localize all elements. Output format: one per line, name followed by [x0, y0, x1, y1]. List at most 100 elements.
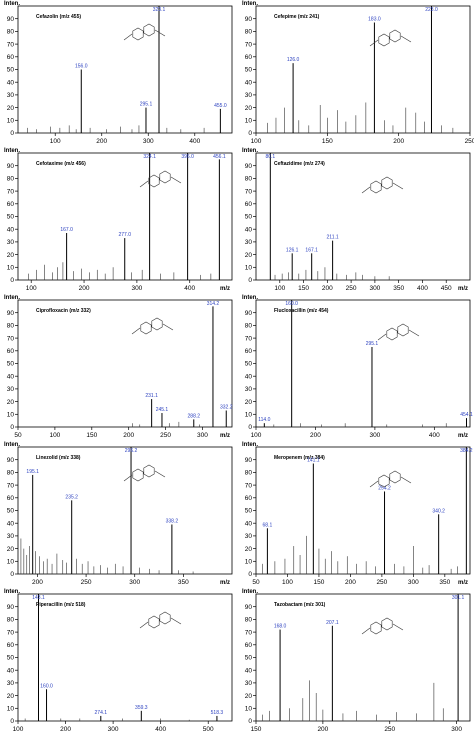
y-axis-label: Inten.: [4, 148, 20, 154]
spectrum-panel-9: 0 10 20 30 40 50 60 70 80 90 100 200 300 400 500 Inten.…: [4, 589, 233, 733]
peak-label: 183.0: [368, 17, 381, 23]
x-tick-label: 300: [408, 579, 419, 586]
y-tick-label: 30: [7, 92, 15, 99]
y-tick-label: 50: [7, 214, 15, 221]
y-tick-label: 0: [248, 277, 252, 284]
x-tick-label: 200: [96, 138, 107, 145]
y-tick-label: 90: [7, 16, 15, 23]
plot-frame: [255, 593, 471, 722]
y-tick-label: 20: [245, 252, 253, 259]
y-axis-label: Inten.: [242, 589, 258, 595]
y-tick-label: 10: [7, 412, 15, 419]
x-tick-label: 400: [417, 285, 428, 292]
y-tick-label: 60: [7, 642, 15, 649]
y-tick-label: 40: [7, 79, 15, 86]
y-tick-label: 70: [7, 629, 15, 636]
x-tick-label: 200: [393, 138, 404, 145]
spectrum-panel-10: 0 10 20 30 40 50 60 70 80 90 150 200 250 300 Inten. Taz…: [242, 589, 471, 733]
y-tick-label: 60: [245, 54, 253, 61]
y-tick-label: 10: [245, 118, 253, 125]
y-tick-label: 40: [245, 667, 253, 674]
plot-frame: [255, 152, 471, 281]
x-tick-label: 200: [322, 285, 333, 292]
y-tick-label: 10: [245, 706, 253, 713]
y-tick-label: 50: [245, 655, 253, 662]
peak-label: 195.1: [26, 469, 39, 475]
y-tick-label: 80: [7, 470, 15, 477]
peak-label: 323.1: [153, 7, 166, 13]
y-tick-label: 50: [245, 361, 253, 368]
x-tick-label: 450: [441, 285, 452, 292]
spectrum-title: Tazobactam (m/z 301): [274, 602, 326, 608]
x-tick-label: 300: [451, 726, 462, 733]
chemical-structure-icon: [369, 470, 412, 488]
y-tick-label: 50: [7, 361, 15, 368]
peak-label: 277.0: [118, 232, 131, 238]
peak-label: 288.2: [188, 413, 201, 419]
y-axis-label: Inten.: [4, 1, 20, 7]
x-tick-label: 50: [252, 579, 260, 586]
y-tick-label: 90: [7, 604, 15, 611]
y-tick-label: 20: [245, 105, 253, 112]
x-tick-label: 300: [369, 285, 380, 292]
y-tick-label: 70: [245, 41, 253, 48]
x-tick-label: 100: [26, 285, 37, 292]
y-tick-label: 80: [245, 470, 253, 477]
y-tick-label: 10: [245, 265, 253, 272]
x-axis-label: m/z: [458, 433, 468, 439]
y-tick-label: 20: [245, 693, 253, 700]
y-tick-label: 20: [245, 546, 253, 553]
y-axis-label: Inten.: [242, 1, 258, 7]
x-tick-label: 200: [310, 432, 321, 439]
y-tick-label: 0: [10, 571, 14, 578]
y-tick-label: 80: [7, 176, 15, 183]
plot-frame: [17, 446, 233, 575]
y-tick-label: 40: [7, 373, 15, 380]
y-tick-label: 50: [7, 508, 15, 515]
x-tick-label: 400: [189, 138, 200, 145]
x-tick-label: 300: [108, 726, 119, 733]
peak-label: 126.0: [287, 57, 300, 63]
y-tick-label: 30: [7, 680, 15, 687]
y-tick-label: 90: [245, 310, 253, 317]
peak-label: 160.0: [40, 683, 53, 689]
y-tick-label: 30: [245, 680, 253, 687]
x-tick-label: 200: [345, 579, 356, 586]
peak-label: 211.1: [327, 235, 339, 241]
y-tick-label: 50: [245, 67, 253, 74]
x-tick-label: 300: [131, 285, 142, 292]
plot-frame: [255, 5, 471, 134]
chemical-structure-icon: [377, 323, 420, 341]
y-tick-label: 80: [245, 323, 253, 330]
peak-label: 301.1: [452, 595, 465, 601]
y-tick-label: 10: [7, 265, 15, 272]
peak-label: 141.1: [307, 458, 320, 464]
peak-label: 274.1: [95, 710, 108, 716]
y-tick-label: 40: [7, 667, 15, 674]
y-tick-label: 90: [7, 163, 15, 170]
x-tick-label: 200: [32, 579, 43, 586]
y-tick-label: 0: [248, 718, 252, 725]
x-tick-label: 300: [143, 138, 154, 145]
y-tick-label: 60: [245, 495, 253, 502]
peak-label: 295.1: [140, 102, 153, 108]
y-tick-label: 0: [10, 424, 14, 431]
plot-frame: [17, 5, 233, 134]
y-tick-label: 60: [245, 348, 253, 355]
x-tick-label: 100: [274, 285, 285, 292]
y-tick-label: 90: [245, 16, 253, 23]
y-tick-label: 20: [7, 252, 15, 259]
y-tick-label: 0: [10, 277, 14, 284]
y-tick-label: 10: [7, 118, 15, 125]
y-tick-label: 70: [245, 629, 253, 636]
x-tick-label: 100: [251, 432, 262, 439]
y-tick-label: 30: [245, 239, 253, 246]
y-tick-label: 20: [245, 399, 253, 406]
y-tick-label: 20: [7, 546, 15, 553]
x-tick-label: 150: [251, 726, 262, 733]
y-tick-label: 10: [7, 559, 15, 566]
peak-label: 167.1: [305, 247, 318, 253]
spectrum-title: Linezolid (m/z 338): [36, 455, 81, 461]
y-tick-label: 90: [7, 310, 15, 317]
peak-label: 254.2: [378, 485, 391, 491]
